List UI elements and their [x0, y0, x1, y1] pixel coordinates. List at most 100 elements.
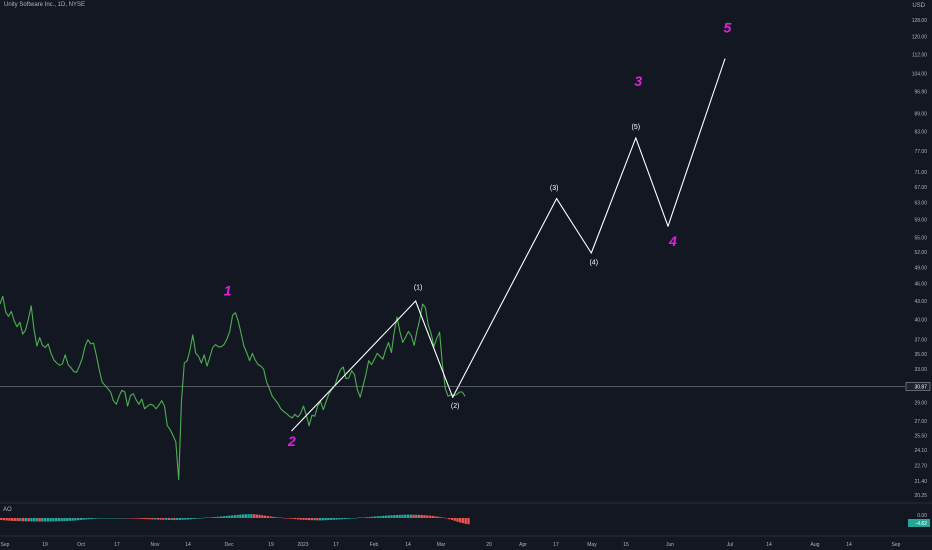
ao-bar — [434, 516, 437, 518]
price-tick-label: 25.50 — [914, 434, 927, 440]
ao-indicator-label[interactable]: AO — [3, 507, 12, 513]
price-tick-label: 29.00 — [914, 400, 927, 406]
time-tick-label: Nov — [151, 542, 160, 548]
ao-bar — [65, 518, 69, 521]
price-tick-label: 96.90 — [914, 90, 927, 96]
price-tick-label: 59.00 — [914, 218, 927, 224]
ao-bar — [2, 518, 6, 521]
ao-zero-tick: 0.00 — [917, 513, 927, 519]
ao-bar — [156, 518, 160, 520]
ao-bar — [109, 518, 113, 519]
time-tick-label: 14 — [405, 542, 411, 548]
price-series-line[interactable] — [0, 295, 466, 481]
ao-bar — [46, 518, 50, 522]
symbol-title[interactable]: Unity Software Inc., 1D, NYSE — [4, 2, 86, 8]
time-tick-label: May — [587, 542, 597, 548]
ao-bar — [96, 518, 99, 519]
wave-point-2 — [291, 430, 293, 432]
minor-wave-label-1: (1) — [414, 284, 423, 291]
ao-bar — [349, 518, 352, 519]
ao-bar — [445, 518, 448, 519]
ao-bar — [307, 518, 311, 521]
ao-bar — [459, 518, 462, 523]
ao-bar — [420, 515, 423, 518]
ao-bar — [228, 515, 231, 518]
ao-bar — [16, 518, 19, 522]
ao-bar — [21, 518, 25, 522]
ao-bar — [417, 514, 421, 518]
ao-bar — [384, 515, 388, 518]
ao-bar — [461, 518, 465, 524]
major-wave-label-1: 1 — [224, 283, 232, 299]
price-tick-label: 35.00 — [914, 352, 927, 358]
ao-bar — [439, 517, 443, 518]
price-tick-label: 27.00 — [914, 419, 927, 425]
ao-bar — [63, 518, 66, 522]
time-tick-label: Jun — [666, 542, 674, 548]
price-tick-label: 52.00 — [914, 250, 927, 256]
ao-bar — [277, 517, 280, 518]
ao-bar — [360, 517, 363, 518]
time-tick-label: 19 — [268, 542, 274, 548]
price-tick-label: 40.00 — [914, 318, 927, 324]
ao-bar — [247, 514, 250, 518]
ao-bar — [285, 518, 289, 519]
ao-bar — [318, 518, 322, 521]
ao-bar — [189, 518, 193, 520]
price-tick-label: 46.00 — [914, 282, 927, 288]
ao-bar — [415, 514, 418, 518]
major-wave-label-5: 5 — [723, 19, 731, 35]
ao-bar — [423, 515, 426, 518]
ao-bar — [387, 515, 390, 518]
ao-bar — [244, 514, 247, 518]
major-wave-label-4: 4 — [668, 233, 677, 249]
price-tick-label: 67.00 — [914, 185, 927, 191]
ao-bar — [219, 516, 223, 518]
ao-bar — [68, 518, 72, 521]
time-tick-label: 19 — [42, 542, 48, 548]
price-tick-label: 21.40 — [914, 479, 927, 485]
ao-bar — [85, 518, 88, 520]
ao-bar — [464, 518, 467, 524]
current-price-value: 30.87 — [914, 384, 927, 390]
ao-bar — [159, 518, 162, 520]
time-tick-label: Feb — [370, 542, 379, 548]
minor-wave-label-2: (2) — [451, 403, 460, 410]
elliott-wave-projection-line[interactable] — [291, 58, 726, 431]
ao-bar — [233, 515, 236, 518]
time-tick-label: Aug — [811, 542, 820, 548]
current-price-badge — [905, 382, 931, 391]
ao-bar — [32, 518, 36, 522]
time-tick-label: Oct — [77, 542, 85, 548]
price-tick-label: 71.00 — [914, 170, 927, 176]
minor-wave-label-4: (4) — [589, 260, 598, 267]
ao-bar — [134, 518, 138, 519]
ao-bar — [151, 518, 154, 520]
ao-bar — [60, 518, 63, 522]
ao-bar — [329, 518, 333, 520]
ao-bar — [186, 518, 190, 520]
currency-label: USD — [912, 3, 925, 9]
ao-bar — [294, 518, 297, 520]
ao-bar — [87, 518, 91, 520]
price-tick-label: 49.00 — [914, 265, 927, 271]
ao-bar — [140, 518, 143, 519]
ao-bar — [104, 518, 107, 519]
price-tick-label: 89.00 — [914, 112, 927, 118]
ao-bar — [280, 517, 283, 518]
ao-bar — [131, 518, 135, 519]
ao-bar — [442, 517, 445, 518]
ao-bar — [241, 514, 245, 518]
ao-bar — [409, 514, 412, 518]
price-tick-label: 33.00 — [914, 367, 927, 373]
ao-bar — [343, 518, 346, 520]
ao-bar — [340, 518, 344, 520]
ao-bar — [450, 518, 454, 520]
ao-bar — [137, 518, 140, 519]
ao-bar — [250, 514, 253, 518]
price-tick-label: 20.25 — [914, 493, 927, 499]
ao-bar — [296, 518, 300, 520]
ao-bar — [115, 518, 118, 519]
wave-point-5 — [724, 58, 726, 60]
